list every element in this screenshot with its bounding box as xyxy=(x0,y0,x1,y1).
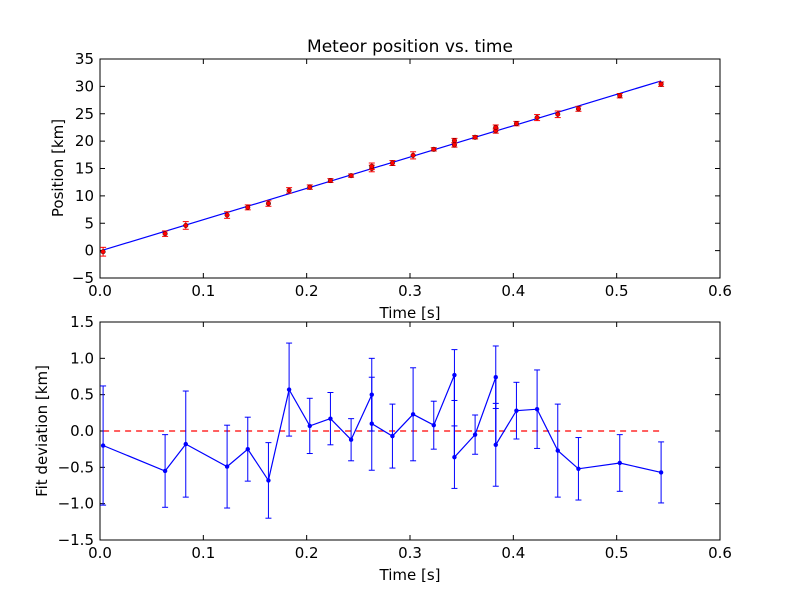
data-point xyxy=(555,448,560,453)
data-point xyxy=(245,446,250,452)
y-tick-label: 15 xyxy=(75,160,94,178)
data-point xyxy=(286,187,292,193)
y-tick-label: −0.5 xyxy=(58,458,94,476)
y-tick-label: −1.0 xyxy=(58,495,94,513)
data-point xyxy=(307,423,312,429)
x-tick-label: 0.3 xyxy=(398,544,422,562)
data-point xyxy=(183,441,188,447)
data-point xyxy=(493,442,498,448)
x-tick-label: 0.5 xyxy=(605,544,629,562)
data-point xyxy=(307,184,313,190)
x-tick-label: 0.0 xyxy=(88,282,112,300)
data-group xyxy=(100,80,665,257)
data-point xyxy=(348,437,354,442)
data-point xyxy=(452,372,457,378)
tick-group: 0.0 0.1 0.2 0.3 0.4 0.5 0.6 −1.5 −1.0 −0.5 0.0 0.5 1… xyxy=(58,313,732,562)
data-group xyxy=(100,342,665,519)
data-point xyxy=(472,432,478,437)
data-point xyxy=(575,106,581,112)
data-point xyxy=(534,407,540,412)
data-point xyxy=(555,111,561,117)
y-tick-label: 0.5 xyxy=(70,386,94,404)
data-point xyxy=(658,470,664,475)
data-point xyxy=(513,121,519,127)
deviation-axes: 0.0 0.1 0.2 0.3 0.4 0.5 0.6 −1.5 −1.0 −0.5 0.0 0.5 1… xyxy=(33,313,732,584)
data-point xyxy=(451,142,457,148)
data-point xyxy=(576,466,581,471)
y-tick-label: 0 xyxy=(84,242,94,260)
data-point xyxy=(245,204,251,210)
data-point xyxy=(327,178,333,184)
y-tick-label: −5 xyxy=(72,269,94,287)
data-point xyxy=(369,163,375,169)
data-point xyxy=(369,421,374,426)
x-tick-label: 0.3 xyxy=(398,282,422,300)
x-tick-label: 0.6 xyxy=(708,544,732,562)
data-point xyxy=(286,387,292,392)
data-point xyxy=(162,231,168,237)
data-point xyxy=(431,422,436,428)
y-tick-label: 0.0 xyxy=(70,422,94,440)
data-point xyxy=(493,375,498,380)
data-point xyxy=(431,146,437,152)
data-point xyxy=(493,124,499,130)
data-point xyxy=(265,201,271,207)
data-point xyxy=(617,93,623,99)
data-point xyxy=(100,249,106,255)
data-point xyxy=(162,468,168,474)
x-tick-label: 0.6 xyxy=(708,282,732,300)
data-point xyxy=(224,212,230,218)
x-tick-label: 0.4 xyxy=(501,544,525,562)
data-point xyxy=(451,138,457,144)
x-tick-label: 0.4 xyxy=(501,282,525,300)
data-point xyxy=(389,160,395,166)
x-axis-label: Time [s] xyxy=(379,304,441,322)
x-tick-label: 0.2 xyxy=(295,282,319,300)
data-point xyxy=(658,81,664,87)
y-tick-label: 1.5 xyxy=(70,313,94,331)
data-point xyxy=(534,115,540,121)
x-tick-label: 0.2 xyxy=(295,544,319,562)
y-tick-label: −1.5 xyxy=(58,531,94,549)
data-point xyxy=(183,222,189,228)
deviation-line xyxy=(102,374,662,482)
x-axis-label: Time [s] xyxy=(379,566,441,584)
position-axes: Meteor position vs. time 0.0 0.1 0.2 0.3 0.4… xyxy=(49,37,732,322)
data-point xyxy=(390,433,395,439)
y-tick-label: 25 xyxy=(75,105,94,123)
chart-title: Meteor position vs. time xyxy=(307,37,513,57)
data-point xyxy=(410,152,416,158)
data-point xyxy=(369,392,374,397)
x-tick-label: 0.5 xyxy=(605,282,629,300)
data-point xyxy=(224,464,230,469)
y-tick-label: 5 xyxy=(84,214,94,232)
data-point xyxy=(100,443,106,448)
y-axis-label: Fit deviation [km] xyxy=(33,365,51,497)
x-tick-label: 0.0 xyxy=(88,544,112,562)
y-axis-label: Position [km] xyxy=(49,119,67,217)
y-tick-label: 20 xyxy=(75,132,94,150)
y-tick-label: 10 xyxy=(75,187,94,205)
fit-line xyxy=(102,80,662,251)
data-point xyxy=(348,173,354,179)
y-tick-label: 35 xyxy=(75,50,94,68)
y-tick-label: 1.0 xyxy=(70,349,94,367)
data-point xyxy=(410,412,416,417)
data-point xyxy=(472,134,478,140)
tick-group: 0.0 0.1 0.2 0.3 0.4 0.5 0.6 −5 0 5 10 15 20 25 30 35 xyxy=(72,50,732,300)
data-point xyxy=(266,478,271,483)
y-tick-label: 30 xyxy=(75,77,94,95)
x-tick-label: 0.1 xyxy=(191,282,215,300)
x-tick-label: 0.1 xyxy=(191,544,215,562)
data-point xyxy=(514,408,519,413)
data-point xyxy=(617,460,622,466)
data-point xyxy=(328,416,333,421)
data-point xyxy=(452,454,457,460)
